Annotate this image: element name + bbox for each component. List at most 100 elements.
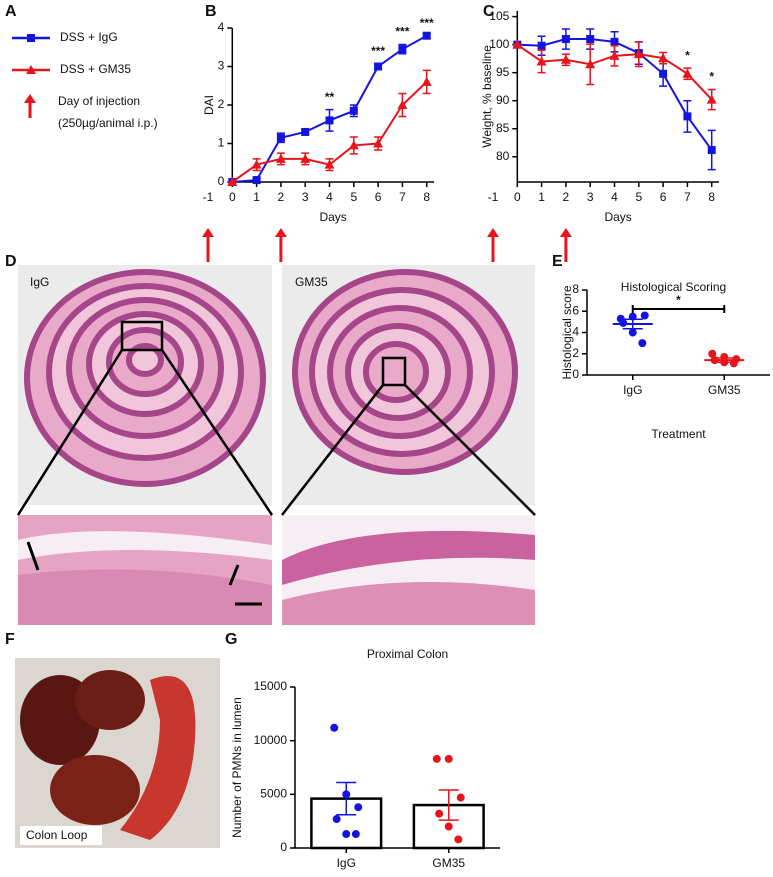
marker <box>536 56 547 66</box>
marker <box>276 133 285 142</box>
y-tick-label: 4 <box>218 20 225 34</box>
y-tick-label: 10000 <box>254 733 288 747</box>
marker <box>585 59 596 69</box>
panel-label: G <box>225 631 237 648</box>
significance-label: *** <box>420 16 434 30</box>
chart-title: Histological Scoring <box>621 280 726 294</box>
y-tick-label: 105 <box>489 9 509 23</box>
marker <box>633 49 644 59</box>
marker <box>682 68 693 78</box>
histology-label: GM35 <box>295 275 328 289</box>
data-point <box>638 339 647 348</box>
marker <box>610 37 619 46</box>
marker <box>512 39 523 49</box>
colon-photo: Colon Loop <box>15 658 220 848</box>
x-tick-label: 8 <box>708 190 715 204</box>
marker <box>373 138 384 148</box>
y-tick-label: 0 <box>280 840 287 854</box>
y-tick-label: 3 <box>218 59 225 73</box>
panel-label: F <box>5 631 15 648</box>
y-tick-label: 2 <box>218 97 225 111</box>
significance-label: * <box>676 293 681 307</box>
marker <box>707 146 716 155</box>
chart-title: Proximal Colon <box>367 647 448 661</box>
y-tick-label: 0 <box>572 367 579 381</box>
significance-label: * <box>685 48 690 62</box>
data-point <box>444 754 453 763</box>
tissue <box>24 269 266 487</box>
y-axis-label: DAI <box>202 95 216 115</box>
legend-label: DSS + IgG <box>60 30 118 44</box>
marker <box>348 140 359 150</box>
x-axis-label: Days <box>319 210 346 224</box>
x-axis-label: Days <box>604 210 631 224</box>
histology-label: IgG <box>30 275 49 289</box>
marker <box>659 69 668 78</box>
injection-arrowhead <box>24 94 36 103</box>
y-tick-label: 4 <box>572 325 579 339</box>
marker <box>609 50 620 60</box>
tissue <box>282 530 535 585</box>
y-axis-label: Weight, % baseline <box>480 45 494 148</box>
y-tick-label: 8 <box>572 282 579 296</box>
y-tick-label: 1 <box>218 136 225 150</box>
data-point <box>342 830 351 839</box>
data-point <box>351 830 360 839</box>
marker <box>374 62 383 71</box>
data-point <box>456 793 465 802</box>
zoom-box <box>120 320 164 352</box>
marker <box>300 153 311 163</box>
x-axis-label: Treatment <box>651 427 706 441</box>
significance-label: * <box>709 70 714 84</box>
y-tick-label: 5000 <box>260 787 287 801</box>
y-tick-label: 2 <box>572 346 579 360</box>
legend-label: Day of injection <box>58 94 140 108</box>
y-tick-label: 80 <box>496 149 510 163</box>
marker <box>560 54 571 64</box>
marker <box>324 159 335 169</box>
marker <box>422 31 431 40</box>
y-tick-label: 100 <box>489 37 509 51</box>
tissue <box>50 755 140 825</box>
marker <box>27 34 35 42</box>
marker <box>397 100 408 109</box>
y-tick-label: 95 <box>496 65 510 79</box>
x-tick-label: 4 <box>326 190 333 204</box>
data-point <box>332 815 341 824</box>
x-tick-label: 0 <box>229 190 236 204</box>
panel-label: A <box>5 3 17 20</box>
x-tick-label: 3 <box>587 190 594 204</box>
data-point <box>444 822 453 831</box>
injection-arrowhead <box>202 228 214 237</box>
significance-label: ** <box>325 90 335 104</box>
legend-label: (250µg/animal i.p.) <box>58 116 158 130</box>
significance-bar <box>631 305 726 313</box>
data-point <box>330 723 339 732</box>
injection-arrowhead <box>274 228 287 237</box>
significance-label: *** <box>371 44 385 58</box>
x-tick-label: 6 <box>375 190 382 204</box>
x-tick-label: 1 <box>253 190 260 204</box>
error-bar <box>622 318 643 330</box>
y-tick-label: 90 <box>496 93 510 107</box>
data-point <box>708 349 717 358</box>
data-point <box>435 809 444 818</box>
marker <box>26 65 36 74</box>
marker <box>251 159 262 169</box>
y-tick-label: 15000 <box>254 679 288 693</box>
tissue <box>18 569 272 625</box>
panel-label: E <box>552 253 563 270</box>
legend-label: DSS + GM35 <box>60 62 131 76</box>
marker <box>537 41 546 50</box>
panel-label: B <box>205 3 217 20</box>
marker <box>227 177 238 186</box>
tissue <box>282 582 535 625</box>
panel-label: D <box>5 253 17 270</box>
error-bar <box>438 789 459 821</box>
y-tick-label: 6 <box>572 303 579 317</box>
x-tick-label: IgG <box>623 383 642 397</box>
y-tick-label: 0 <box>218 174 225 188</box>
marker <box>683 112 692 121</box>
